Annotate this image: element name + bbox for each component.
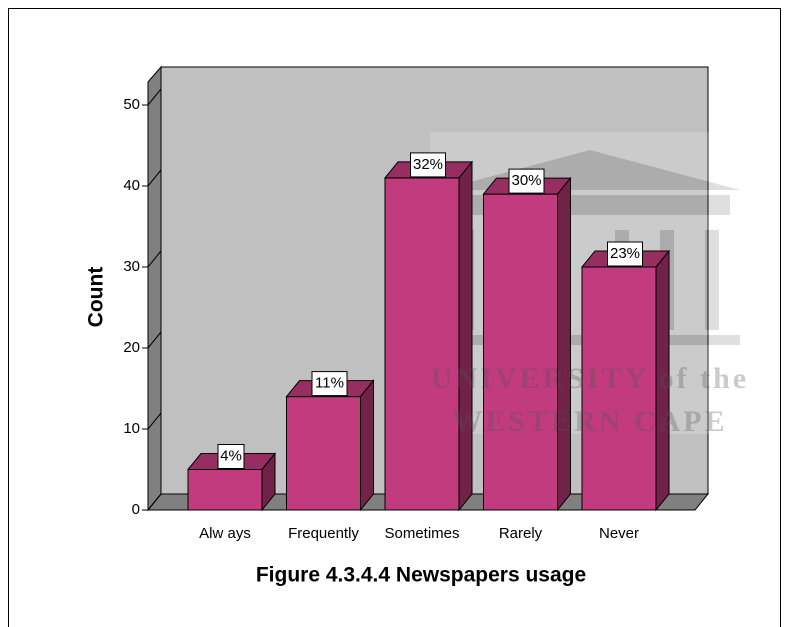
watermark: UNIVERSITY of the WESTERN CAPE xyxy=(431,362,749,438)
y-tick-depth xyxy=(147,331,162,349)
x-tick-label: Frequently xyxy=(288,525,359,542)
bar-side xyxy=(261,452,276,512)
y-tick-depth xyxy=(147,250,162,268)
x-tick-label: Sometimes xyxy=(384,525,459,542)
y-tick-depth xyxy=(147,88,162,106)
bar-front xyxy=(384,177,460,511)
y-tick-label: 40 xyxy=(123,177,140,194)
chart-title: Figure 4.3.4.4 Newspapers usage xyxy=(256,564,586,587)
value-label-box xyxy=(217,444,245,469)
value-label-box xyxy=(607,241,643,267)
x-tick-label: Never xyxy=(599,525,639,542)
bar-front xyxy=(483,193,558,511)
value-label-box xyxy=(410,152,446,178)
bar xyxy=(383,160,474,512)
y-axis-label: Count xyxy=(85,267,108,328)
y-tick-depth xyxy=(147,169,162,187)
bar xyxy=(285,379,375,512)
y-tick-label: 50 xyxy=(123,96,140,113)
y-tick-depth xyxy=(147,493,162,511)
bar xyxy=(482,176,572,512)
value-label-box xyxy=(311,371,348,397)
watermark-text: UNIVERSITY of the xyxy=(431,362,749,395)
value-label-box xyxy=(508,168,545,194)
bar-front xyxy=(581,266,657,511)
y-tick-label: 20 xyxy=(123,339,140,356)
value-label: 4% xyxy=(220,447,242,464)
value-label: 32% xyxy=(413,156,443,173)
bar-side xyxy=(360,379,374,512)
x-tick-label: Rarely xyxy=(499,525,543,542)
value-label: 30% xyxy=(511,172,541,189)
side-wall xyxy=(147,65,162,512)
y-tick-label: 0 xyxy=(132,501,140,518)
y-tick-label: 30 xyxy=(123,258,140,275)
watermark-text: WESTERN CAPE xyxy=(452,405,727,438)
y-tick-label: 10 xyxy=(123,420,140,437)
bar-side xyxy=(655,249,670,512)
y-tick-depth xyxy=(147,412,162,430)
bar-front xyxy=(187,469,263,511)
bar-side xyxy=(557,176,571,512)
bar-front xyxy=(286,396,361,511)
watermark-column xyxy=(705,230,719,330)
value-label: 23% xyxy=(610,245,640,262)
x-tick-label: Alw ays xyxy=(199,525,251,542)
value-label: 11% xyxy=(315,375,344,392)
bars: 4% 11% 32% 30% 23% xyxy=(186,152,671,512)
bar xyxy=(580,249,671,512)
bar-side xyxy=(458,160,473,512)
